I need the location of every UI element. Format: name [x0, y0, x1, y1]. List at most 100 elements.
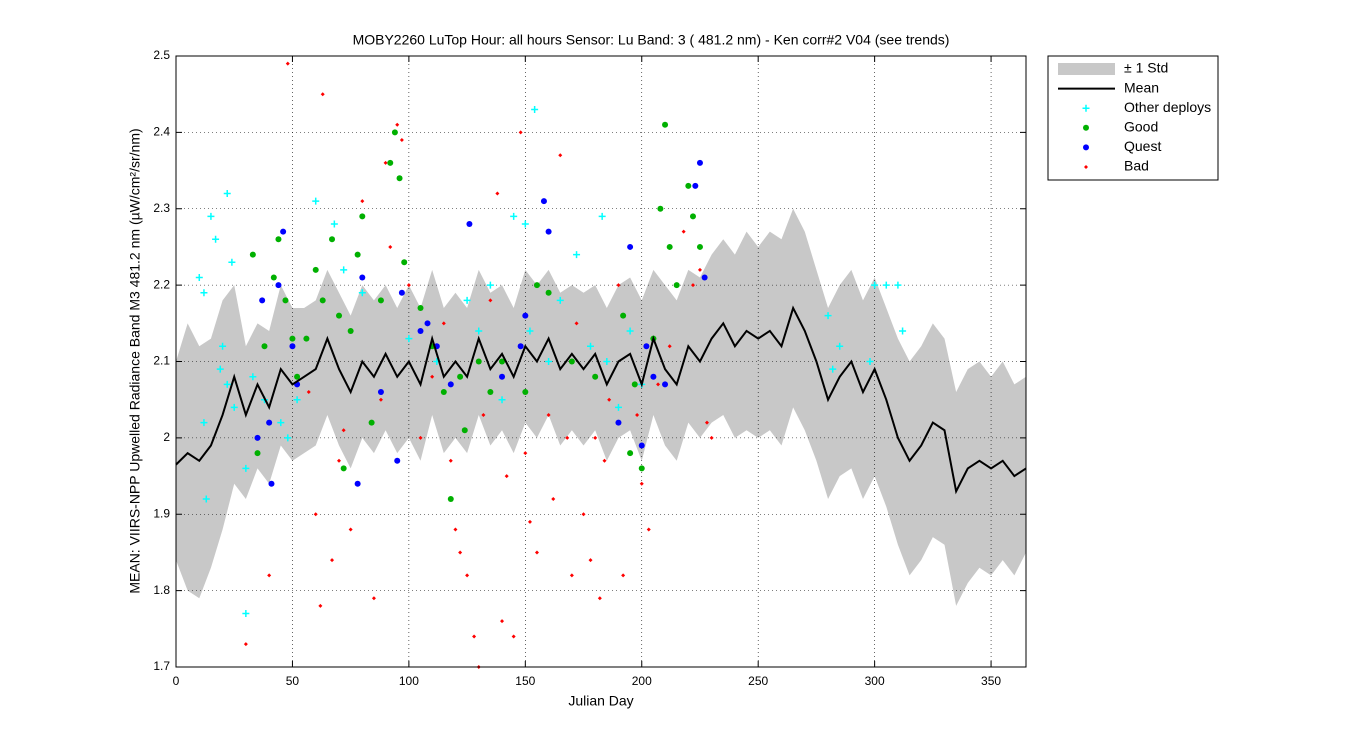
- point: [457, 373, 464, 380]
- point: [499, 358, 506, 365]
- point: [540, 198, 547, 205]
- point: [458, 550, 463, 555]
- point: [639, 481, 644, 486]
- point: [313, 512, 318, 517]
- point: [603, 358, 611, 365]
- point: [510, 212, 518, 220]
- x-tick-label: 150: [515, 674, 535, 688]
- point: [207, 212, 215, 220]
- point: [621, 573, 626, 578]
- point: [277, 419, 285, 427]
- point: [254, 450, 261, 457]
- point: [696, 243, 703, 250]
- legend-swatch: [1084, 165, 1088, 169]
- point: [200, 289, 208, 297]
- point: [638, 442, 645, 449]
- point: [249, 373, 257, 381]
- point: [318, 603, 323, 608]
- point: [223, 380, 231, 388]
- point: [588, 558, 593, 563]
- point: [556, 296, 564, 304]
- y-tick-label: 2.1: [153, 354, 170, 368]
- x-tick-label: 50: [286, 674, 300, 688]
- point: [615, 419, 622, 426]
- point: [518, 130, 523, 135]
- point: [523, 451, 528, 456]
- point: [354, 251, 361, 258]
- point: [270, 274, 277, 281]
- point: [259, 297, 266, 304]
- point: [418, 435, 423, 440]
- point: [635, 412, 640, 417]
- point: [614, 403, 622, 411]
- point: [545, 289, 552, 296]
- point: [424, 320, 431, 327]
- point: [656, 382, 661, 387]
- point: [504, 474, 509, 479]
- point: [558, 153, 563, 158]
- point: [320, 92, 325, 97]
- point: [620, 312, 627, 319]
- point: [701, 274, 708, 281]
- point: [347, 327, 354, 334]
- point: [836, 342, 844, 350]
- point: [545, 228, 552, 235]
- point: [574, 321, 579, 326]
- point: [275, 282, 282, 289]
- std-band: [176, 208, 1026, 606]
- y-tick-label: 1.8: [153, 583, 170, 597]
- point: [294, 373, 301, 380]
- point: [689, 213, 696, 220]
- x-tick-label: 200: [632, 674, 652, 688]
- x-tick-label: 300: [865, 674, 885, 688]
- point: [593, 435, 598, 440]
- point: [289, 343, 296, 350]
- point: [371, 596, 376, 601]
- point: [447, 381, 454, 388]
- point: [602, 458, 607, 463]
- point: [388, 244, 393, 249]
- point: [667, 344, 672, 349]
- point: [704, 420, 709, 425]
- point: [643, 343, 650, 350]
- point: [358, 289, 366, 297]
- plot-frame: [175, 55, 1027, 668]
- point: [447, 495, 454, 502]
- legend-label: ± 1 Std: [1124, 60, 1168, 76]
- legend-swatch: [1083, 144, 1089, 151]
- point: [546, 412, 551, 417]
- point: [417, 305, 424, 312]
- point: [461, 427, 468, 434]
- legend-swatch: [1058, 63, 1115, 75]
- point: [551, 496, 556, 501]
- legend-box: [1047, 55, 1219, 181]
- point: [396, 175, 403, 182]
- point: [223, 189, 231, 197]
- point: [387, 159, 394, 166]
- point: [399, 138, 404, 143]
- point: [627, 243, 634, 250]
- point: [526, 327, 534, 335]
- point: [472, 634, 477, 639]
- point: [631, 381, 638, 388]
- point: [319, 297, 326, 304]
- mean-line: [175, 305, 1027, 495]
- point: [330, 220, 338, 228]
- x-tick-label: 0: [173, 674, 180, 688]
- point: [202, 495, 210, 503]
- point: [306, 390, 311, 395]
- point: [522, 312, 529, 319]
- point: [267, 573, 272, 578]
- point: [592, 373, 599, 380]
- y-tick-label: 1.7: [153, 659, 170, 673]
- point: [894, 281, 902, 289]
- point: [242, 464, 250, 472]
- point: [242, 610, 250, 618]
- point: [696, 159, 703, 166]
- point: [341, 428, 346, 433]
- point: [441, 321, 446, 326]
- point: [359, 274, 366, 281]
- point: [573, 251, 581, 259]
- point: [243, 642, 248, 647]
- point: [195, 273, 203, 281]
